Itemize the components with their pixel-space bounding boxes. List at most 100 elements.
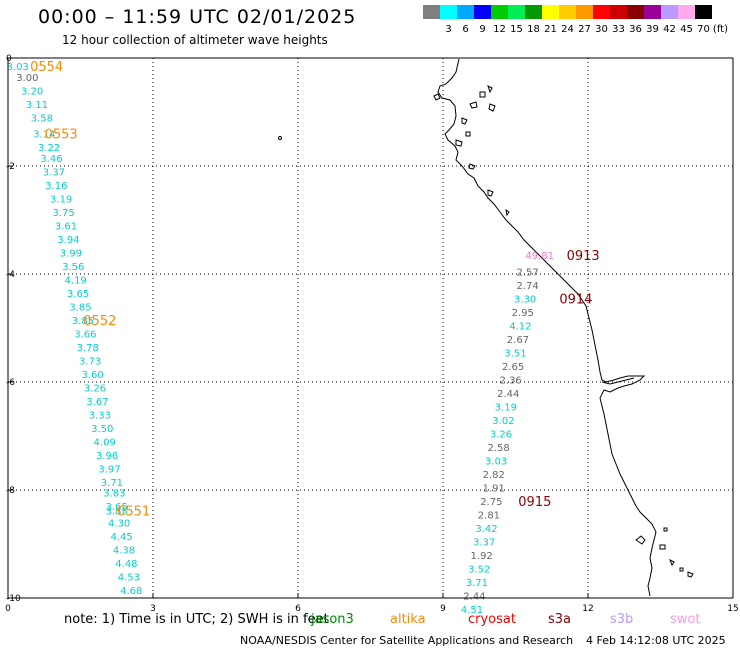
wave-height-label: 3.03 (485, 456, 507, 467)
colorbar-tick-label: 42 (663, 24, 676, 35)
y-tick-label: 0 (6, 54, 12, 64)
legend-s3b: s3b (610, 612, 634, 627)
wave-height-label: 3.19 (50, 194, 72, 205)
wave-height-label: 4.09 (94, 437, 116, 448)
wave-height-label: 3.00 (16, 73, 38, 84)
wave-height-label: 2.44 (497, 389, 519, 400)
wave-height-label: 3.33 (89, 410, 111, 421)
legend-swot: swot (670, 612, 701, 627)
x-tick-label: 6 (295, 604, 301, 614)
wave-height-label: 3.66 (74, 329, 96, 340)
colorbar-tick-label: 70 (697, 24, 710, 35)
pass-id-label: 0553 (45, 128, 78, 143)
pass-id-label: 0915 (518, 495, 551, 510)
legend-jason3: jason3 (311, 612, 354, 627)
colorbar-swatch (508, 5, 525, 19)
y-tick-label: -8 (6, 486, 15, 496)
wave-height-label: 4.38 (113, 545, 135, 556)
coastline-inlet (601, 377, 635, 385)
colorbar-tick-label: 36 (629, 24, 642, 35)
wave-height-label: 3.85 (72, 316, 94, 327)
x-tick-label: 9 (440, 604, 446, 614)
colorbar-tick-label: 27 (578, 24, 591, 35)
x-tick-label: 0 (5, 604, 11, 614)
wave-height-label: 2.75 (480, 497, 502, 508)
legend-s3a: s3a (548, 612, 572, 627)
wave-height-label: 4.53 (118, 572, 140, 583)
wave-height-label: 1.92 (471, 551, 493, 562)
wave-height-label: 3.78 (77, 343, 99, 354)
colorbar-swatch (559, 5, 576, 19)
wave-height-label: 2.57 (516, 267, 538, 278)
generated-timestamp: 4 Feb 14:12:08 UTC 2025 (586, 634, 726, 647)
wave-height-label: 3.85 (69, 302, 91, 313)
coastline (278, 58, 694, 597)
wave-height-label: 3.14 (33, 130, 55, 141)
wave-height-label: 4.19 (65, 275, 87, 286)
colorbar-swatch (542, 5, 559, 19)
wave-height-label: 3.26 (84, 383, 106, 394)
wave-height-label: 3.97 (98, 464, 120, 475)
wave-height-label: 3.20 (21, 86, 43, 97)
wave-height-label: 49.81 (525, 251, 554, 262)
pass-id-label: 0552 (83, 314, 116, 329)
legend-cryosat: cryosat (468, 612, 516, 627)
wave-height-label: 3.61 (55, 221, 77, 232)
pass-id-label: 0554 (30, 60, 63, 75)
wave-height-label: 3.58 (31, 113, 53, 124)
wave-height-label: 3.94 (57, 235, 79, 246)
wave-height-label: 1.91 (483, 483, 505, 494)
wave-height-label: 3.71 (101, 478, 123, 489)
wave-height-label: 3.03 (7, 62, 29, 73)
colorbar-tick-label: 45 (680, 24, 693, 35)
colorbar-swatch (593, 5, 610, 19)
wave-height-label: 3.37 (473, 537, 495, 548)
wave-height-label: 3.51 (504, 348, 526, 359)
wave-height-label: 3.30 (514, 294, 536, 305)
colorbar-tick-label: 33 (612, 24, 625, 35)
colorbar-tick-label: 39 (646, 24, 659, 35)
pass-id-label: 0551 (117, 505, 150, 520)
colorbar-swatch (457, 5, 474, 19)
axes: 0 3 6 9 12 15 0 -2 -4 -6 -8 -10 (5, 54, 739, 614)
data-labels: 3.033.003.203.113.583.143.223.463.373.16… (7, 62, 554, 616)
colorbar-swatch (661, 5, 678, 19)
wave-height-label: 3.67 (86, 397, 108, 408)
y-tick-label: -4 (6, 270, 15, 280)
wave-height-label: 3.75 (52, 208, 74, 219)
wave-height-label: 3.16 (45, 181, 67, 192)
wave-height-label: 3.65 (106, 502, 128, 513)
colorbar-tick-label: 24 (561, 24, 574, 35)
pass-id-label: 0913 (567, 249, 600, 264)
y-tick-label: -6 (6, 378, 15, 388)
x-tick-label: 3 (150, 604, 156, 614)
wave-height-label: 4.45 (110, 532, 132, 543)
color-scale-legend: 3 6 9 12 15 18 21 24 27 30 33 36 39 42 45 70 (ft) (423, 5, 728, 35)
wave-height-label: 2.58 (487, 443, 509, 454)
wave-height-chart: 3.033.003.203.113.583.143.223.463.373.16… (5, 54, 739, 616)
colorbar-swatch (695, 5, 712, 19)
colorbar-swatch (440, 5, 457, 19)
wave-height-label: 2.65 (502, 362, 524, 373)
colorbar-swatch (474, 5, 491, 19)
wave-height-label: 4.12 (509, 321, 531, 332)
plot-frame (7, 57, 734, 599)
wave-height-label: 3.19 (495, 402, 517, 413)
chart-grid (8, 58, 733, 598)
wave-height-label: 3.37 (43, 167, 65, 178)
wave-height-label: 2.67 (507, 335, 529, 346)
wave-height-label: 3.96 (96, 451, 118, 462)
pass-id-label: 0914 (559, 292, 592, 307)
credit-line: NOAA/NESDIS Center for Satellite Applica… (240, 634, 574, 647)
wave-height-label: 3.73 (79, 356, 101, 367)
wave-height-label: 3.22 (38, 143, 60, 154)
wave-height-label: 2.74 (516, 281, 538, 292)
pass-labels: 0554 0553 0552 0551 0913 0914 0915 (30, 60, 600, 519)
wave-height-label: 3.42 (475, 524, 497, 535)
wave-height-label: 3.85 (106, 507, 128, 518)
wave-height-label: 2.82 (483, 470, 505, 481)
wave-height-label: 3.65 (67, 289, 89, 300)
wave-height-label: 3.02 (492, 416, 514, 427)
colorbar-unit-label: (ft) (713, 24, 728, 35)
wave-height-label: 4.48 (115, 559, 137, 570)
